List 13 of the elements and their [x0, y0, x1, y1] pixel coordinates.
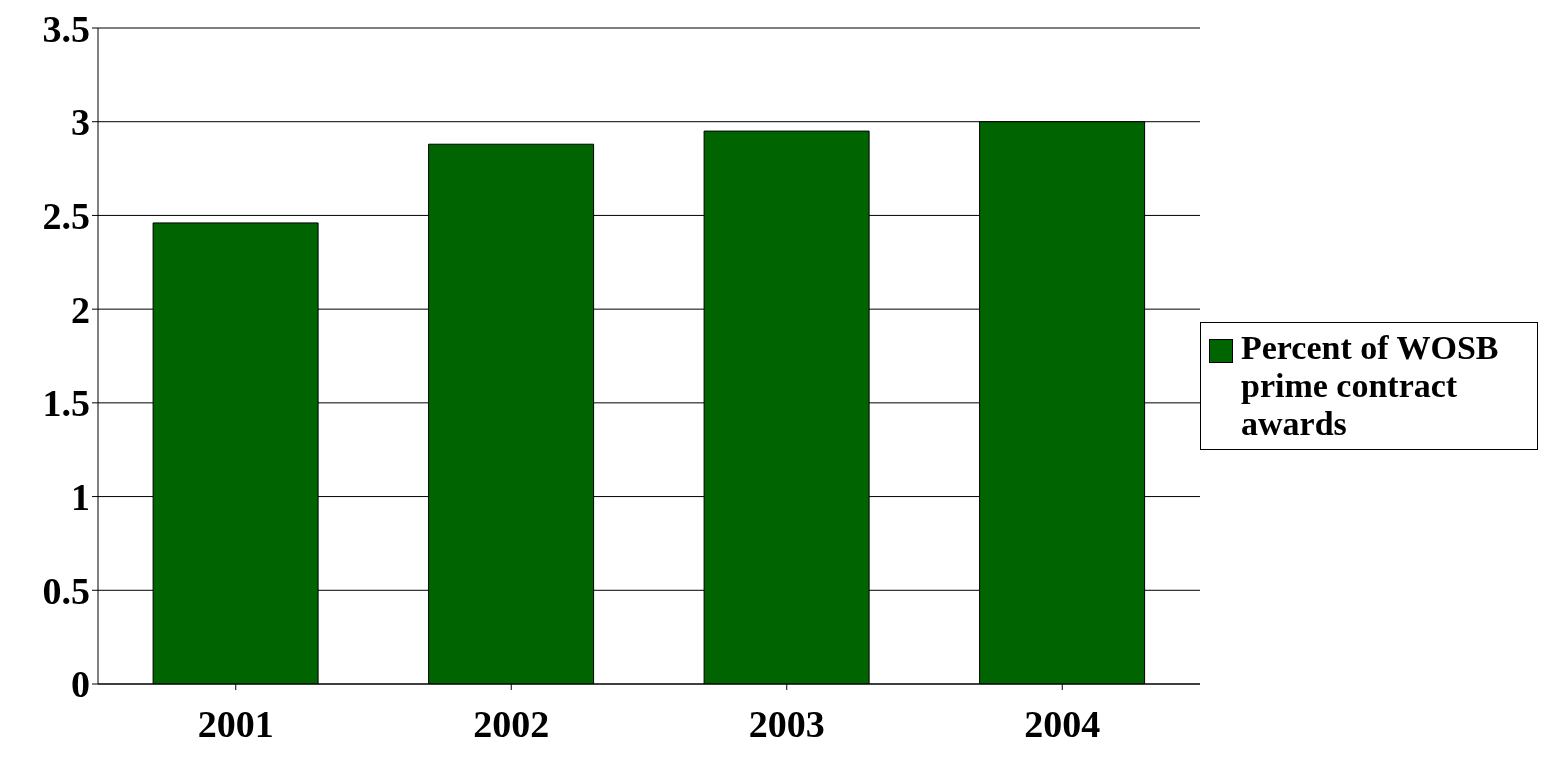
x-tick-label: 2003: [748, 702, 825, 745]
y-tick-label: 2: [71, 288, 90, 331]
x-tick-label: 2004: [1024, 702, 1101, 745]
y-tick-label: 1: [71, 476, 90, 519]
y-tick-label: 2.5: [42, 194, 90, 237]
x-tick-label: 2002: [473, 702, 550, 745]
x-tick-label: 2001: [197, 702, 274, 745]
y-tick-label: 0.5: [42, 569, 90, 612]
y-tick-label: 1.5: [42, 382, 90, 425]
y-tick-label: 0: [71, 663, 90, 706]
legend-label: Percent of WOSB prime contract awards: [1241, 329, 1500, 443]
y-tick-label: 3: [71, 101, 90, 144]
y-tick-label: 3.5: [42, 7, 90, 50]
